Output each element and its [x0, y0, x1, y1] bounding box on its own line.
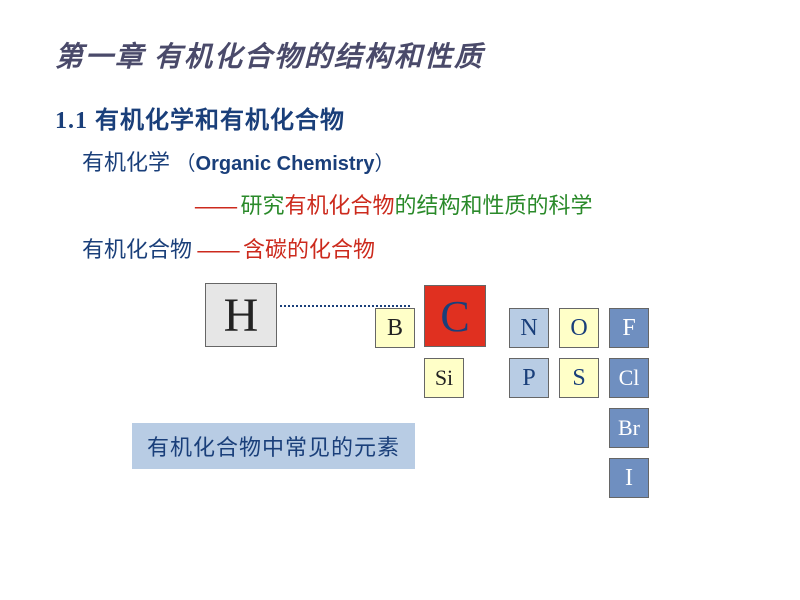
organic-chemistry-line: 有机化学 （Organic Chemistry）	[82, 145, 394, 177]
def-mid: 有机化合物	[285, 193, 395, 218]
chapter-title: 第一章 有机化合物的结构和性质	[55, 35, 484, 75]
comp-term: 有机化合物	[82, 237, 192, 262]
def-pre: 研究	[235, 193, 285, 218]
element-N: N	[509, 308, 549, 348]
comp-desc: 含碳的化合物	[238, 237, 376, 262]
oc-rparen: ）	[374, 153, 394, 175]
element-Si: Si	[424, 358, 464, 398]
oc-term: 有机化学	[82, 150, 170, 175]
slide: 第一章 有机化合物的结构和性质 1.1 有机化学和有机化合物 有机化学 （Org…	[0, 0, 800, 600]
element-O: O	[559, 308, 599, 348]
element-P: P	[509, 358, 549, 398]
element-S: S	[559, 358, 599, 398]
element-F: F	[609, 308, 649, 348]
element-B: B	[375, 308, 415, 348]
element-Br: Br	[609, 408, 649, 448]
element-H: H	[205, 283, 277, 347]
dash-icon: ——	[195, 193, 235, 218]
def-post: 的结构和性质的科学	[395, 193, 593, 218]
definition-line: —— 研究有机化合物的结构和性质的科学	[195, 188, 593, 220]
dotted-line-icon	[280, 305, 410, 307]
element-I: I	[609, 458, 649, 498]
section-title: 1.1 有机化学和有机化合物	[55, 100, 345, 135]
element-C: C	[424, 285, 486, 347]
oc-lparen: （	[176, 153, 196, 175]
element-Cl: Cl	[609, 358, 649, 398]
caption-box: 有机化合物中常见的元素	[132, 423, 415, 469]
dash-icon: ——	[198, 237, 238, 262]
compound-line: 有机化合物 —— 含碳的化合物	[82, 232, 375, 264]
oc-english: Organic Chemistry	[196, 153, 375, 175]
